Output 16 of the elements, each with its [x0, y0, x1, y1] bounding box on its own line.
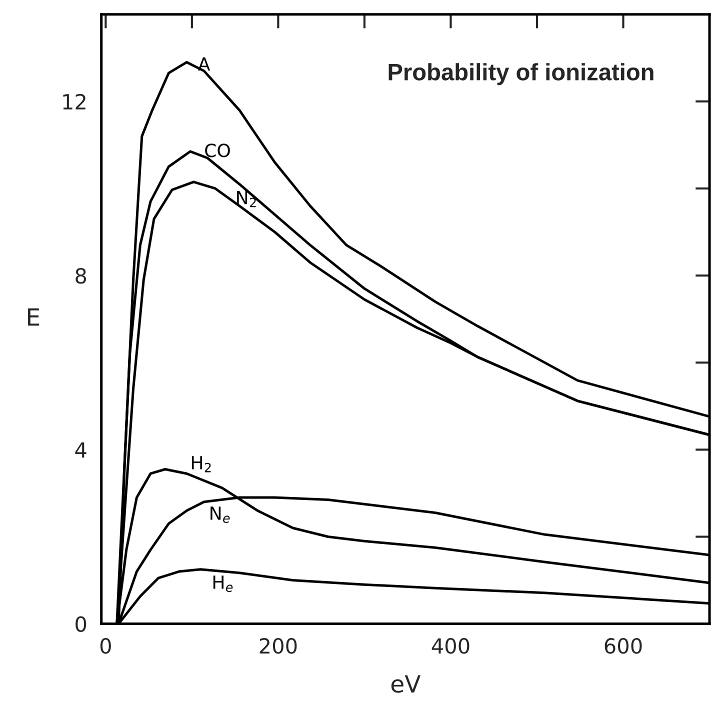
x-tick-label: 0	[100, 638, 111, 654]
y-tick-label: 12	[63, 94, 86, 110]
series-label: H$_{e}$	[213, 576, 233, 592]
series-label: N$_{e}$	[210, 506, 230, 523]
x-tick-label: 600	[604, 638, 642, 654]
series-label: N$_{2}$	[237, 190, 256, 208]
series-label: CO	[205, 144, 230, 158]
x-tick-label: 400	[432, 638, 470, 654]
x-axis-title: eV	[391, 675, 421, 693]
y-tick-label: 0	[76, 616, 86, 632]
series-label: H$_{2}$	[192, 456, 211, 472]
y-tick-label: 4	[75, 442, 86, 458]
y-tick-label: 8	[76, 268, 86, 284]
y-axis-title: E	[28, 308, 40, 326]
x-tick-label: 200	[260, 638, 297, 654]
text: Probability of ionization	[388, 63, 654, 86]
